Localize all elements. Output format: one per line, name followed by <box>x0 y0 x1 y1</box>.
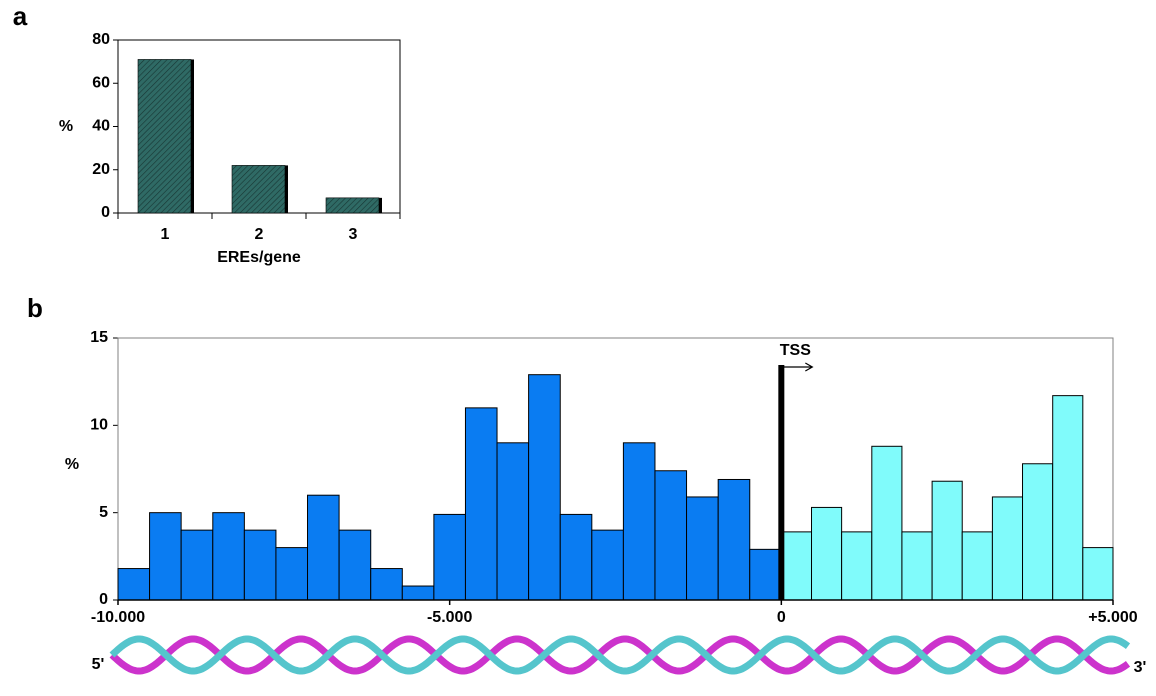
dna-strand <box>109 635 1131 675</box>
histogram-bar <box>749 548 782 601</box>
tss-marker <box>778 365 785 600</box>
panel-label: b <box>27 293 43 323</box>
bar <box>231 165 286 214</box>
histogram-bar <box>180 529 214 601</box>
histogram-bar <box>1052 395 1084 601</box>
y-tick-label: 5 <box>99 504 108 521</box>
y-tick-label: 10 <box>90 417 108 434</box>
histogram-bar <box>591 529 624 601</box>
histogram-bar <box>654 470 688 601</box>
y-tick-label: 0 <box>99 591 108 608</box>
histogram-bar <box>931 480 963 601</box>
histogram-bar <box>464 407 498 601</box>
y-tick-label: 15 <box>90 329 108 346</box>
y-tick-label: 40 <box>92 118 110 135</box>
tss-arrow <box>781 362 814 372</box>
y-tick-label: 80 <box>92 31 110 48</box>
strand-end-label: 3' <box>1134 659 1147 676</box>
histogram-bar <box>433 513 466 601</box>
y-axis-label: % <box>59 118 73 135</box>
x-tick-label: -5.000 <box>427 609 472 626</box>
x-tick-label: 0 <box>777 609 786 626</box>
histogram-bar <box>961 531 993 601</box>
x-axis-label: EREs/gene <box>217 249 301 266</box>
histogram-bar <box>622 442 656 601</box>
histogram-bar <box>559 513 593 601</box>
bar <box>325 197 380 214</box>
histogram-bar <box>841 531 873 601</box>
histogram-bar <box>901 531 933 601</box>
histogram-bar <box>401 585 435 601</box>
histogram-bar <box>1022 463 1054 601</box>
histogram-bar <box>370 568 403 601</box>
histogram-bar <box>811 506 843 601</box>
tss-annotation: TSS <box>780 342 811 359</box>
histogram-bar <box>686 496 719 601</box>
x-tick-label: 2 <box>255 226 264 243</box>
dna-strand <box>109 635 1131 675</box>
histogram-bar <box>1082 547 1114 601</box>
y-tick-label: 0 <box>101 204 110 221</box>
histogram-bar <box>528 374 561 601</box>
y-tick-label: 60 <box>92 74 110 91</box>
histogram-bar <box>212 512 245 601</box>
x-tick-label: -10.000 <box>91 609 145 626</box>
histogram-bar <box>243 529 277 601</box>
histogram-bar <box>117 568 151 601</box>
histogram-bar <box>149 512 182 601</box>
y-axis-label: % <box>65 456 79 473</box>
histogram-bar <box>307 494 340 601</box>
panel-label: a <box>13 1 28 31</box>
bar <box>137 59 192 214</box>
histogram-bar <box>496 442 530 601</box>
x-tick-label: +5.000 <box>1088 609 1137 626</box>
strand-end-label: 5' <box>92 656 105 673</box>
histogram-bar <box>717 478 751 601</box>
x-tick-label: 1 <box>161 226 170 243</box>
histogram-bar <box>780 531 813 601</box>
histogram-bar <box>991 496 1024 601</box>
y-tick-label: 20 <box>92 161 110 178</box>
histogram-bar <box>871 445 903 601</box>
histogram-bar <box>275 547 309 601</box>
histogram-bar <box>338 529 372 601</box>
x-tick-label: 3 <box>349 226 358 243</box>
